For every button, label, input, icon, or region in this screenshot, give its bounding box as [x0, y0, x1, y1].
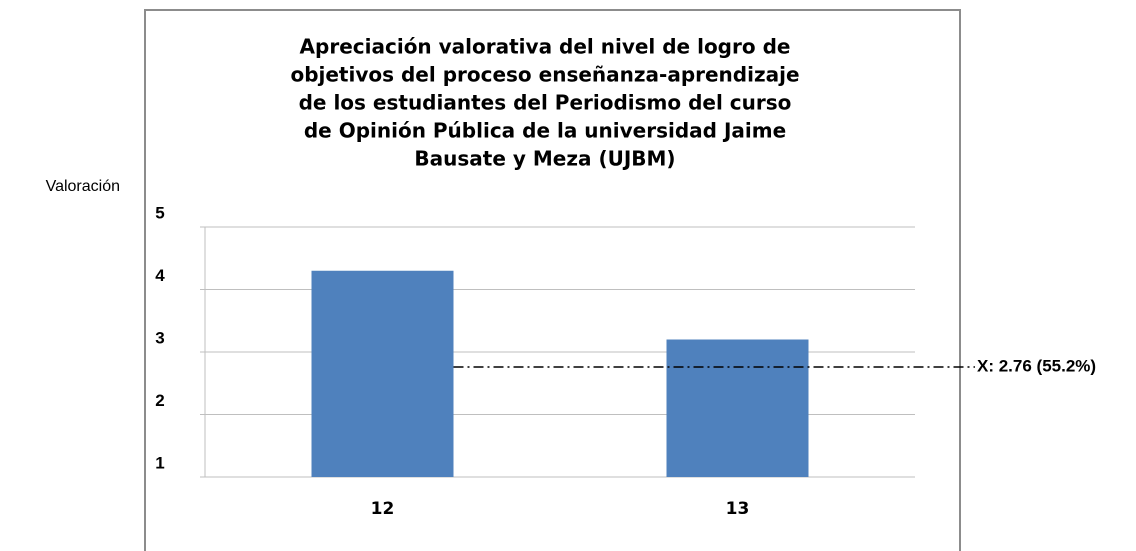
chart-frame	[144, 9, 961, 551]
y-tick-label: 4	[155, 266, 165, 285]
reference-label: X: 2.76 (55.2%)	[977, 356, 1096, 375]
chart-title: Bausate y Meza (UJBM)	[414, 147, 675, 171]
y-tick-label: 1	[155, 453, 164, 472]
chart-title: de los estudiantes del Periodismo del cu…	[299, 91, 792, 115]
y-tick-label: 5	[155, 203, 164, 222]
bar	[666, 339, 809, 477]
x-tick-label: 13	[726, 499, 750, 519]
chart-title: de Opinión Pública de la universidad Jai…	[304, 119, 786, 143]
bar	[311, 270, 454, 477]
chart-title: Apreciación valorativa del nivel de logr…	[300, 35, 791, 59]
x-tick-label: 12	[371, 499, 395, 519]
y-axis-label: Valoración	[46, 178, 120, 195]
y-tick-label: 3	[155, 328, 164, 347]
y-tick-label: 2	[155, 391, 164, 410]
chart-title: objetivos del proceso enseñanza-aprendiz…	[290, 63, 799, 87]
